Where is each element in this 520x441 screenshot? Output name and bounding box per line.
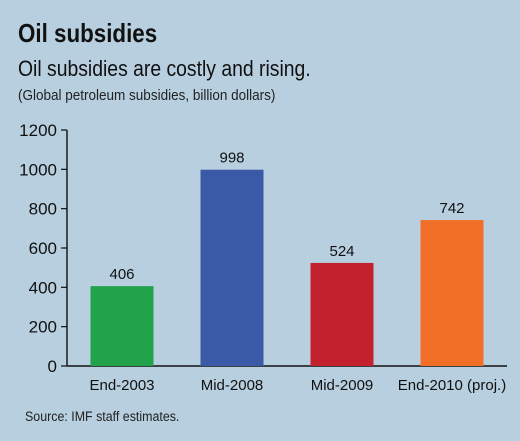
y-tick-label: 1200 — [19, 121, 57, 140]
data-label: 998 — [219, 150, 244, 167]
data-label: 524 — [329, 243, 354, 260]
bar — [90, 286, 154, 366]
y-tick-label: 200 — [29, 318, 57, 337]
x-tick-label: Mid-2009 — [311, 377, 374, 394]
chart-subtitle: Oil subsidies are costly and rising. — [18, 56, 311, 81]
x-tick-label: End-2010 (proj.) — [398, 377, 506, 394]
bar — [310, 262, 374, 366]
chart-title: Oil subsidies — [18, 18, 158, 48]
y-tick-label: 800 — [29, 200, 57, 219]
y-tick-label: 0 — [48, 357, 57, 376]
y-tick-label: 400 — [29, 278, 57, 297]
chart-unit-note: (Global petroleum subsidies, billion dol… — [18, 87, 276, 104]
x-tick-label: End-2003 — [89, 377, 154, 394]
source-note: Source: IMF staff estimates. — [25, 409, 180, 424]
y-tick-label: 600 — [29, 239, 57, 258]
x-tick-label: Mid-2008 — [201, 377, 264, 394]
bar — [420, 220, 484, 366]
bar — [200, 169, 264, 366]
data-label: 406 — [109, 266, 134, 283]
data-label: 742 — [439, 200, 464, 217]
y-tick-label: 1000 — [19, 160, 57, 179]
